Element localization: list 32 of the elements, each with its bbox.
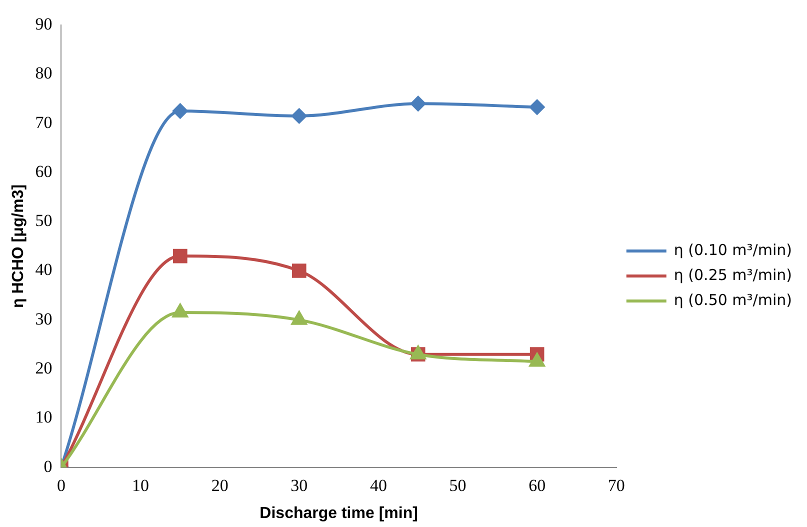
- x-tick-label: 40: [370, 476, 387, 496]
- legend-label: η (0.10 m³/min): [674, 240, 792, 259]
- y-tick-label: 70: [35, 112, 52, 132]
- x-tick-label: 70: [608, 476, 625, 496]
- y-tick-label: 60: [35, 162, 52, 181]
- point: [530, 100, 545, 115]
- point: [292, 108, 307, 124]
- y-tick-label: 50: [35, 211, 52, 230]
- point: [173, 248, 188, 264]
- x-tick-label: 0: [56, 476, 66, 496]
- x-axis-title: Discharge time [min]: [260, 504, 418, 522]
- x-tick-label: 60: [528, 476, 546, 496]
- point: [172, 304, 188, 318]
- x-tick-label: 10: [132, 476, 150, 496]
- y-tick-label: 30: [35, 309, 52, 328]
- x-tick-label: 30: [290, 476, 308, 496]
- point: [410, 96, 426, 112]
- point: [292, 264, 306, 278]
- y-tick-label: 40: [35, 260, 52, 280]
- y-tick-label: 20: [35, 358, 52, 378]
- point: [172, 104, 188, 119]
- point: [530, 353, 545, 367]
- y-axis-title: η HCHO [μg/m3]: [10, 184, 28, 308]
- y-tick-label: 10: [35, 408, 52, 427]
- legend-label: η (0.50 m³/min): [674, 290, 792, 309]
- y-tick-label: 80: [35, 64, 52, 83]
- point: [292, 311, 307, 325]
- y-tick-label: 0: [44, 456, 52, 476]
- y-tick-label: 90: [35, 14, 52, 34]
- x-tick-label: 20: [211, 476, 228, 496]
- legend-label: η (0.25 m³/min): [674, 266, 792, 284]
- x-tick-label: 50: [449, 476, 466, 496]
